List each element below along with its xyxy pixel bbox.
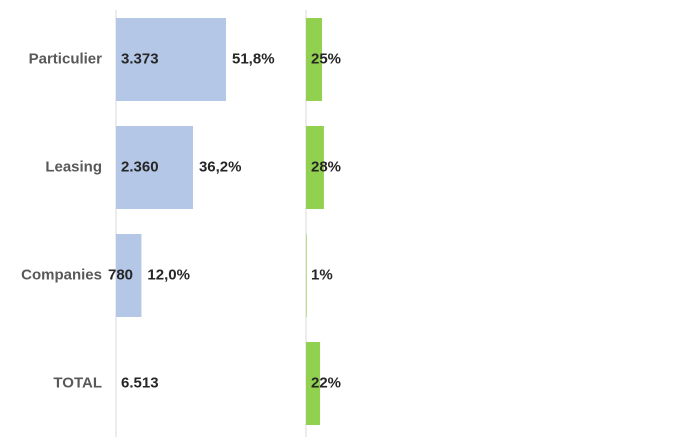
bar-volume bbox=[116, 126, 193, 209]
percentage-label: 28% bbox=[311, 158, 341, 175]
value-label: 3.373 bbox=[121, 50, 159, 67]
bar-percentage bbox=[306, 18, 322, 101]
share-label: 12,0% bbox=[147, 266, 190, 283]
category-label: Companies bbox=[21, 266, 102, 283]
category-label: TOTAL bbox=[53, 374, 102, 391]
bar-percentage bbox=[306, 342, 321, 425]
value-label: 780 bbox=[108, 266, 133, 283]
percentage-label: 1% bbox=[311, 266, 333, 283]
value-label: 2.360 bbox=[121, 158, 159, 175]
bar-volume bbox=[116, 234, 142, 317]
bar-percentage bbox=[306, 234, 307, 317]
percentage-label: 25% bbox=[311, 50, 341, 67]
category-label: Particulier bbox=[29, 50, 103, 67]
bar-volume bbox=[116, 18, 226, 101]
value-label: 6.513 bbox=[121, 374, 159, 391]
category-label: Leasing bbox=[45, 158, 102, 175]
percentage-label: 22% bbox=[311, 374, 341, 391]
bar-percentage bbox=[306, 126, 324, 209]
share-label: 51,8% bbox=[232, 50, 275, 67]
share-label: 36,2% bbox=[199, 158, 242, 175]
